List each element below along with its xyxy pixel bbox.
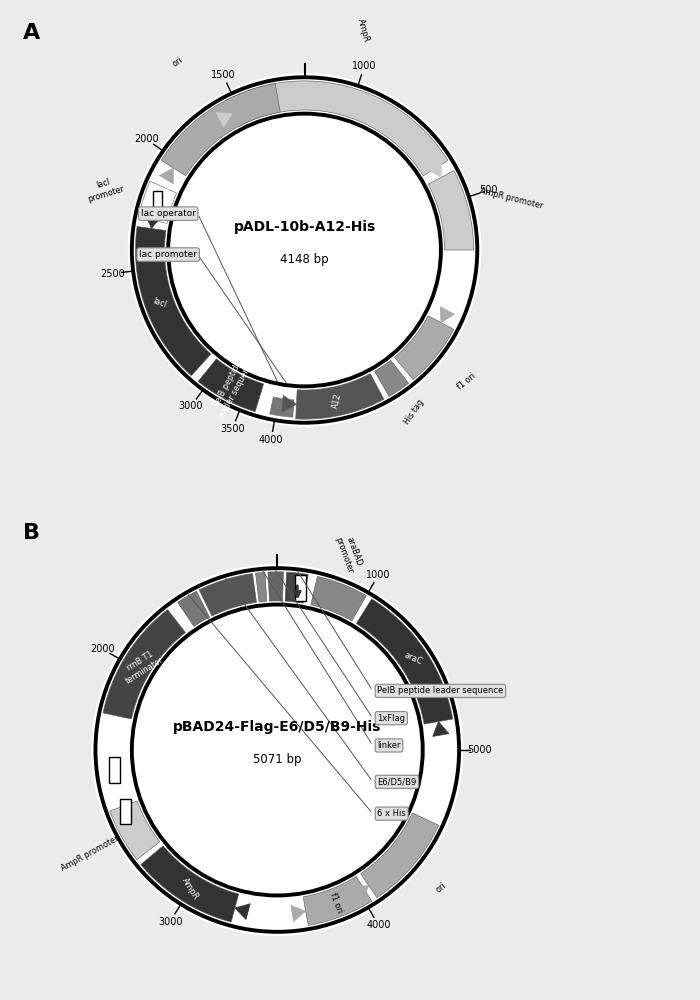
Polygon shape [235,904,250,919]
Text: 5000: 5000 [467,745,492,755]
Polygon shape [225,81,448,176]
Polygon shape [160,168,174,184]
Polygon shape [272,397,284,407]
Text: 4000: 4000 [366,920,391,930]
Polygon shape [178,591,209,626]
Text: 2000: 2000 [90,644,114,654]
Polygon shape [141,846,239,922]
Circle shape [128,74,481,426]
Polygon shape [353,886,369,900]
Text: PelB peptide leader sequence: PelB peptide leader sequence [377,686,503,695]
Text: 500: 500 [479,185,498,195]
Bar [109,757,120,783]
Text: E6/D5/B9: E6/D5/B9 [377,777,416,786]
Text: B: B [22,523,40,543]
Text: 3000: 3000 [158,917,182,927]
Text: 1500: 1500 [211,70,235,80]
Polygon shape [428,162,442,177]
Polygon shape [95,568,459,932]
Text: lacI: lacI [151,296,167,309]
Text: araBAD
promoter: araBAD promoter [333,532,365,575]
Polygon shape [290,905,306,922]
Polygon shape [360,813,439,898]
Text: pBAD24-Flag-E6/D5/B9-His: pBAD24-Flag-E6/D5/B9-His [173,720,382,734]
Text: lacI
promoter: lacI promoter [83,174,125,204]
Polygon shape [285,572,308,603]
Polygon shape [103,610,186,719]
Polygon shape [198,359,264,412]
Polygon shape [270,405,282,416]
Text: 5071 bp: 5071 bp [253,753,302,766]
Text: rrnB T1
terminator: rrnB T1 terminator [119,646,166,685]
Text: f1 ori: f1 ori [328,891,344,914]
Polygon shape [282,399,294,409]
Text: 2000: 2000 [134,134,159,144]
Text: 3500: 3500 [220,424,244,434]
Text: A12: A12 [330,393,343,410]
Text: AmpR: AmpR [181,876,201,901]
Polygon shape [110,801,160,860]
Text: lac operator: lac operator [141,209,196,218]
Text: f1 ori: f1 ori [456,371,478,392]
Text: AmpR promoter: AmpR promoter [60,834,121,873]
Text: AmpR promoter: AmpR promoter [480,186,544,210]
Text: 4000: 4000 [259,435,284,445]
Text: ori: ori [171,55,184,68]
Polygon shape [374,360,409,396]
Polygon shape [428,171,474,250]
Polygon shape [433,722,449,736]
Text: 6 x His: 6 x His [377,809,406,818]
Polygon shape [303,876,372,925]
Polygon shape [282,395,297,412]
Text: linker: linker [377,741,401,750]
Polygon shape [139,181,176,223]
Text: PelB peptide
leader sequence: PelB peptide leader sequence [208,352,256,421]
Polygon shape [281,407,293,417]
Polygon shape [395,316,454,380]
Bar [120,799,131,824]
Text: 2500: 2500 [100,269,125,279]
Polygon shape [146,214,162,228]
Text: A: A [22,23,40,43]
Bar [295,575,305,601]
Text: 1000: 1000 [352,61,377,71]
Text: ori: ori [434,880,448,894]
Circle shape [92,565,463,935]
Text: AmpR: AmpR [356,18,371,43]
Text: 1000: 1000 [366,570,391,580]
Polygon shape [161,83,280,176]
Text: lac promoter: lac promoter [139,250,197,259]
Text: His tag: His tag [402,398,426,426]
Polygon shape [440,307,454,323]
Polygon shape [295,374,384,419]
Polygon shape [136,226,211,376]
Polygon shape [311,576,366,621]
Text: araC: araC [402,651,423,666]
Polygon shape [268,572,284,601]
Polygon shape [132,77,477,423]
Polygon shape [256,572,267,602]
Text: pADL-10b-A12-His: pADL-10b-A12-His [233,220,376,234]
Text: 3000: 3000 [178,401,203,411]
Text: 4148 bp: 4148 bp [280,253,329,266]
Text: 1xFlag: 1xFlag [377,714,405,723]
Bar [153,191,162,214]
Polygon shape [216,113,232,127]
Polygon shape [356,599,453,724]
Polygon shape [199,574,256,616]
